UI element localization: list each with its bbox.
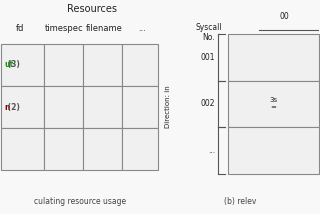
Text: filename: filename <box>86 24 123 33</box>
Bar <box>1 128 44 170</box>
Bar <box>228 81 319 127</box>
Bar <box>44 86 83 128</box>
Bar <box>122 128 158 170</box>
Text: (3): (3) <box>4 60 20 69</box>
Bar <box>1 86 44 128</box>
Text: 00: 00 <box>279 12 289 21</box>
Text: culating resource usage: culating resource usage <box>34 197 126 206</box>
Bar <box>44 128 83 170</box>
Text: timespec: timespec <box>45 24 83 33</box>
Bar <box>228 34 319 81</box>
Bar <box>44 44 83 86</box>
Text: fd: fd <box>16 24 24 33</box>
Text: ut: ut <box>4 60 14 69</box>
Text: ...: ... <box>208 146 215 155</box>
Text: (b) relev: (b) relev <box>224 197 257 206</box>
Text: 002: 002 <box>201 99 215 108</box>
Text: Syscall
No.: Syscall No. <box>196 23 222 42</box>
Bar <box>122 44 158 86</box>
Bar <box>1 44 44 86</box>
Text: (2): (2) <box>4 103 20 111</box>
Text: ...: ... <box>138 24 146 33</box>
Bar <box>122 86 158 128</box>
Bar <box>228 127 319 174</box>
Text: n: n <box>4 103 10 111</box>
Bar <box>83 86 122 128</box>
Bar <box>83 128 122 170</box>
Text: Resources: Resources <box>67 4 117 14</box>
Text: 3s
=: 3s = <box>269 97 277 110</box>
Bar <box>83 44 122 86</box>
Text: Direction: in: Direction: in <box>165 86 171 128</box>
Text: 001: 001 <box>201 53 215 62</box>
